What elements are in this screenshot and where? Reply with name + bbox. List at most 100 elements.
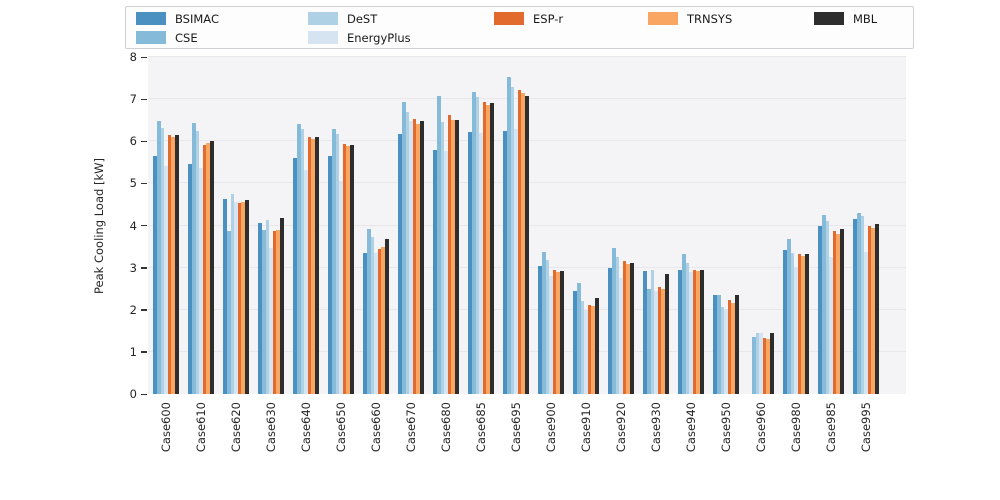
bar-Case620-TRNSYS bbox=[241, 201, 245, 394]
bar-Case630-DeST bbox=[265, 220, 270, 394]
bar-Case940-DeST bbox=[685, 262, 690, 394]
bar-Case930-CSE bbox=[647, 288, 651, 394]
bar-Case940-MBL bbox=[700, 269, 704, 394]
bar-Case640-ESP-r bbox=[307, 137, 312, 394]
x-tick-label-Case920: Case920 bbox=[613, 402, 628, 453]
bar-Case950-CSE bbox=[717, 295, 721, 394]
bar-Case940-ESP-r bbox=[692, 270, 697, 394]
bar-Case680-EnergyPlus bbox=[444, 150, 448, 394]
bar-Case910-MBL bbox=[595, 298, 599, 394]
legend-swatch-CSE bbox=[136, 31, 166, 44]
bar-Case630-EnergyPlus bbox=[269, 248, 273, 394]
bar-Case985-TRNSYS bbox=[836, 233, 840, 394]
gridline-y8 bbox=[148, 56, 906, 57]
bar-Case685-CSE bbox=[472, 91, 476, 394]
plot-area bbox=[148, 56, 906, 394]
y-tick-mark-3 bbox=[141, 267, 147, 269]
legend-item-MBL: MBL bbox=[814, 11, 877, 26]
bar-Case670-DeST bbox=[405, 111, 410, 394]
bar-Case660-ESP-r bbox=[377, 248, 382, 394]
bar-Case995-DeST bbox=[860, 215, 865, 394]
x-tick-label-Case620: Case620 bbox=[228, 402, 243, 453]
y-tick-mark-6 bbox=[141, 140, 147, 143]
bar-Case920-DeST bbox=[615, 257, 620, 394]
bar-Case920-EnergyPlus bbox=[619, 278, 623, 394]
bar-Case680-MBL bbox=[455, 120, 459, 394]
bar-Case680-DeST bbox=[440, 122, 445, 394]
bar-Case640-DeST bbox=[300, 129, 305, 394]
x-tick-label-Case985: Case985 bbox=[823, 402, 838, 453]
legend: BSIMAC CSE DeST EnergyPlus ESP-r TRNSYS MBL bbox=[125, 6, 914, 49]
bar-Case670-CSE bbox=[402, 102, 406, 394]
bar-Case995-EnergyPlus bbox=[864, 252, 868, 394]
bar-Case650-CSE bbox=[332, 128, 336, 394]
bar-Case620-DeST bbox=[230, 193, 235, 394]
bar-Case685-BSIMAC bbox=[468, 131, 472, 394]
bar-Case600-MBL bbox=[175, 134, 179, 394]
bar-Case680-ESP-r bbox=[447, 115, 452, 394]
bar-Case985-CSE bbox=[822, 214, 826, 394]
bar-Case680-CSE bbox=[437, 95, 441, 394]
bar-Case600-ESP-r bbox=[167, 134, 172, 394]
bar-Case995-MBL bbox=[875, 223, 879, 394]
bar-Case940-TRNSYS bbox=[696, 271, 700, 394]
bar-Case650-MBL bbox=[350, 144, 354, 394]
bar-Case650-BSIMAC bbox=[328, 156, 332, 394]
bar-Case930-BSIMAC bbox=[643, 271, 647, 394]
y-tick-mark-5 bbox=[141, 182, 147, 185]
bar-Case995-CSE bbox=[857, 212, 861, 394]
bar-Case960-MBL bbox=[770, 332, 774, 394]
bar-Case960-EnergyPlus bbox=[759, 332, 763, 394]
bar-Case910-CSE bbox=[577, 283, 581, 394]
bar-Case650-DeST bbox=[335, 134, 340, 394]
x-tick-label-Case640: Case640 bbox=[298, 402, 313, 453]
legend-label-TRNSYS: TRNSYS bbox=[687, 11, 733, 26]
bar-Case900-BSIMAC bbox=[538, 265, 542, 394]
x-tick-label-Case950: Case950 bbox=[718, 402, 733, 453]
bar-Case660-BSIMAC bbox=[363, 252, 367, 394]
bar-Case960-ESP-r bbox=[762, 338, 767, 394]
x-tick-label-Case650: Case650 bbox=[333, 402, 348, 453]
legend-label-DeST: DeST bbox=[347, 11, 378, 26]
bar-Case910-ESP-r bbox=[587, 304, 592, 394]
y-tick-mark-2 bbox=[141, 309, 147, 311]
x-tick-label-Case910: Case910 bbox=[578, 402, 593, 453]
y-tick-mark-0 bbox=[141, 393, 147, 395]
bar-Case630-CSE bbox=[262, 229, 266, 394]
legend-item-CSE: CSE bbox=[136, 30, 198, 45]
y-tick-label-8: 8 bbox=[129, 50, 137, 64]
bar-Case980-BSIMAC bbox=[783, 249, 787, 394]
y-tick-mark-1 bbox=[141, 351, 147, 353]
bar-Case995-TRNSYS bbox=[871, 228, 875, 394]
bar-Case950-TRNSYS bbox=[731, 303, 735, 394]
bar-Case620-ESP-r bbox=[237, 203, 242, 394]
bar-Case660-TRNSYS bbox=[381, 246, 385, 394]
bar-Case985-EnergyPlus bbox=[829, 256, 833, 394]
x-tick-label-Case610: Case610 bbox=[193, 402, 208, 453]
bar-Case610-CSE bbox=[192, 123, 196, 394]
legend-swatch-MBL bbox=[814, 12, 844, 25]
legend-swatch-DeST bbox=[308, 12, 338, 25]
bar-Case670-ESP-r bbox=[412, 119, 417, 394]
bar-Case600-CSE bbox=[157, 121, 161, 394]
legend-item-TRNSYS: TRNSYS bbox=[648, 11, 732, 26]
bar-Case660-MBL bbox=[385, 238, 389, 394]
bar-Case920-MBL bbox=[630, 262, 634, 394]
bar-Case620-EnergyPlus bbox=[234, 201, 238, 394]
bar-Case680-TRNSYS bbox=[451, 120, 455, 394]
bar-Case600-EnergyPlus bbox=[164, 165, 168, 394]
bar-Case960-CSE bbox=[752, 336, 756, 394]
bar-Case900-EnergyPlus bbox=[549, 276, 553, 394]
bar-Case620-MBL bbox=[245, 199, 249, 394]
bar-Case685-ESP-r bbox=[482, 102, 487, 394]
bar-Case680-BSIMAC bbox=[433, 149, 437, 394]
bar-Case930-TRNSYS bbox=[661, 288, 665, 394]
bar-Case600-BSIMAC bbox=[153, 156, 157, 394]
bar-Case640-CSE bbox=[297, 123, 301, 394]
bar-Case650-EnergyPlus bbox=[339, 181, 343, 394]
bar-Case985-DeST bbox=[825, 221, 830, 394]
bar-Case610-BSIMAC bbox=[188, 164, 192, 394]
bar-Case950-ESP-r bbox=[727, 300, 732, 394]
bar-Case940-EnergyPlus bbox=[689, 271, 693, 394]
